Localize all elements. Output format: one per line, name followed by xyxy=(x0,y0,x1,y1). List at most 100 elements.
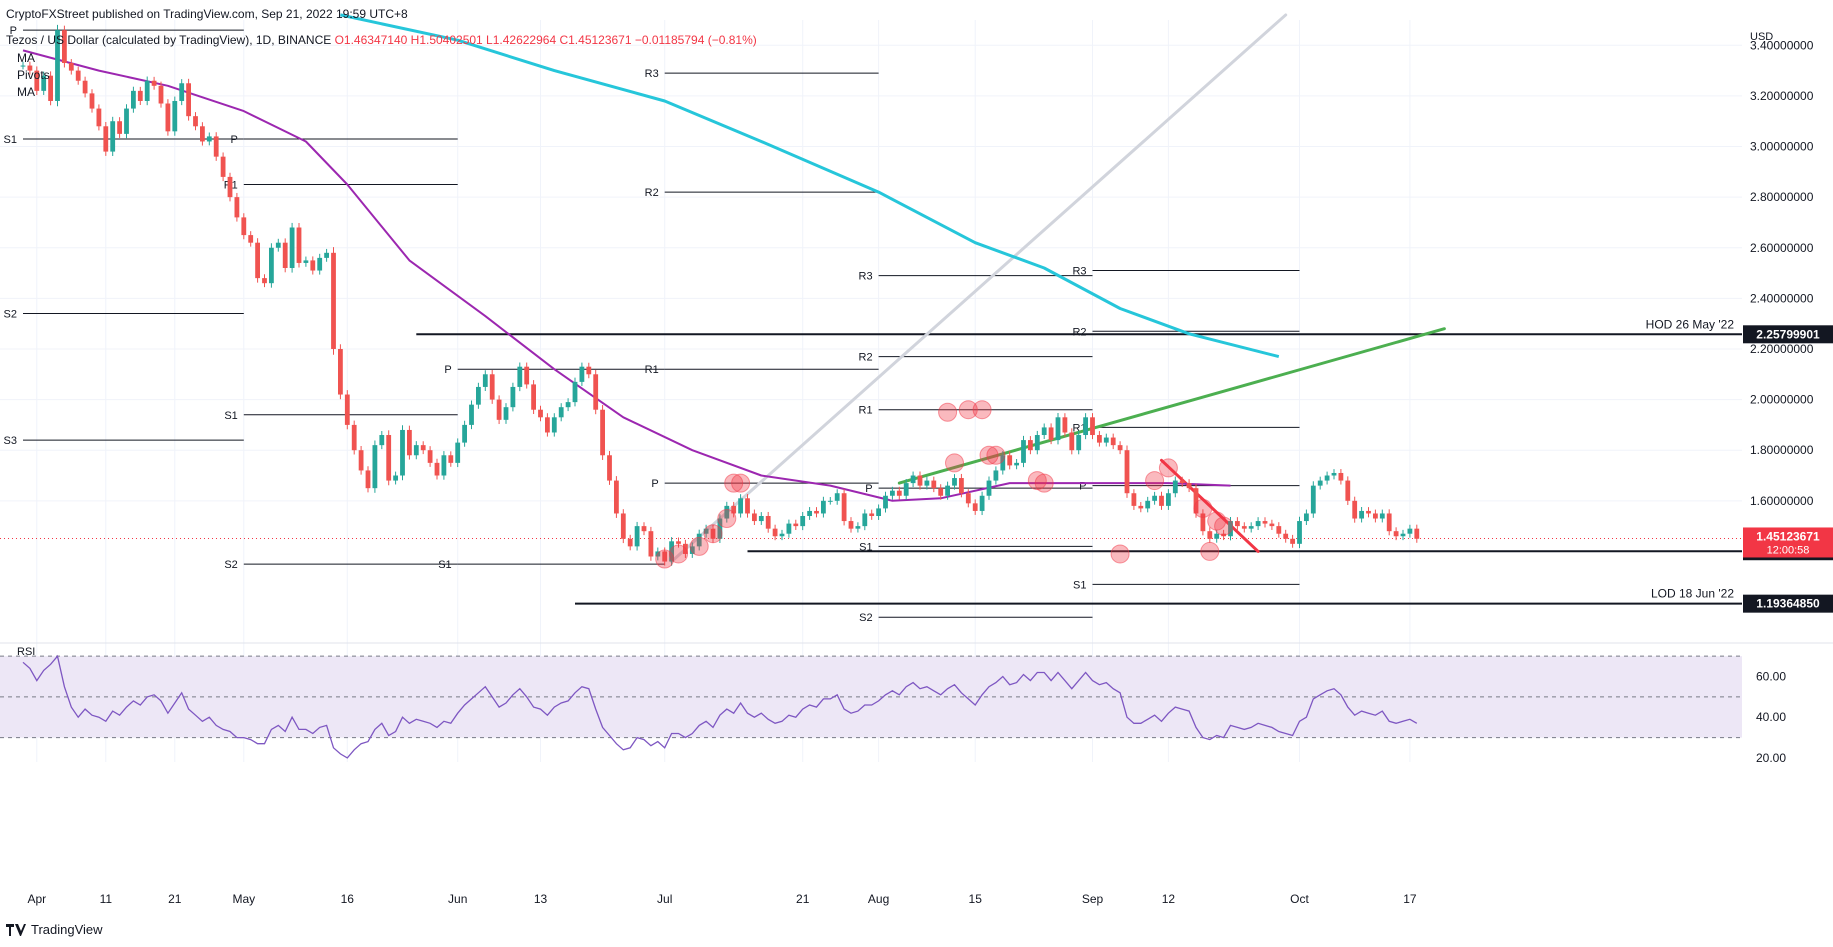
highlight-circle-8 xyxy=(945,453,964,473)
candle-body-71 xyxy=(510,386,516,408)
last-price-tag-value: 1.45123671 xyxy=(1756,529,1820,543)
candle-body-137 xyxy=(965,493,971,504)
candle-body-85 xyxy=(607,455,612,481)
candle-body-107 xyxy=(758,516,764,522)
candle-body-110 xyxy=(779,533,785,537)
rsi-line: RSI xyxy=(17,646,1418,759)
candle-body-153 xyxy=(1076,435,1082,451)
candle-body-169 xyxy=(1186,483,1192,489)
candle-body-22 xyxy=(172,100,178,132)
y-tick-3: 2.80000000 xyxy=(1750,190,1814,204)
candle-body-32 xyxy=(241,217,247,236)
candle-body-156 xyxy=(1097,435,1102,443)
indicator-label-ma-2[interactable]: MA xyxy=(17,85,35,99)
highlight-circle-12 xyxy=(986,445,1006,465)
candle-body-21 xyxy=(165,103,171,132)
last-price-tag-bg xyxy=(1743,527,1833,558)
candle-body-57 xyxy=(413,445,419,456)
rsi-y-tick-2: 20.00 xyxy=(1756,751,1786,765)
candle-body-114 xyxy=(807,510,812,516)
candle-body-175 xyxy=(1228,521,1233,537)
candle-body-47 xyxy=(344,394,350,425)
candle-body-87 xyxy=(620,513,626,539)
candle-body-160 xyxy=(1124,450,1130,494)
candle-body-34 xyxy=(255,242,260,279)
highlight-circle-17 xyxy=(1158,458,1178,478)
x-tick-7: Jul xyxy=(657,892,672,906)
candle-body-49 xyxy=(358,450,364,471)
indicator-label-ma[interactable]: MA xyxy=(17,51,35,65)
publisher-line: CryptoFXStreet published on TradingView.… xyxy=(6,7,408,21)
candle-body-80 xyxy=(572,381,578,403)
y-tick-9: 1.60000000 xyxy=(1750,494,1814,508)
candle-body-93 xyxy=(662,551,668,562)
candle-body-10 xyxy=(89,93,95,109)
candle-body-163 xyxy=(1145,500,1151,509)
pivot-label-0: P xyxy=(10,25,17,37)
candle-body-143 xyxy=(1007,455,1013,466)
rsi-label: RSI xyxy=(17,646,35,658)
candle-body-98 xyxy=(696,533,702,547)
pivot-label-20: R3 xyxy=(1072,266,1086,278)
symbol-name: Tezos / US Dollar (calculated by Trading… xyxy=(6,33,332,47)
pivot-label-10: R3 xyxy=(645,68,659,80)
highlight-circle-6 xyxy=(731,473,751,493)
candle-body-120 xyxy=(848,521,854,529)
candle-body-44 xyxy=(324,252,329,258)
rsi-y-tick-0: 60.00 xyxy=(1756,670,1786,684)
highlight-circle-9 xyxy=(958,400,978,420)
candle-body-122 xyxy=(862,513,868,527)
candle-body-106 xyxy=(752,513,757,522)
candle-body-155 xyxy=(1090,417,1095,436)
candle-body-28 xyxy=(213,136,219,157)
highlight-circle-2 xyxy=(689,536,709,556)
x-tick-12: 12 xyxy=(1162,892,1176,906)
y-tick-5: 2.40000000 xyxy=(1750,291,1814,305)
candle-body-157 xyxy=(1103,437,1109,443)
rsi-y-tick-1: 40.00 xyxy=(1756,710,1786,724)
candle-body-17 xyxy=(137,90,143,101)
candle-body-12 xyxy=(103,126,109,152)
pivot-label-7: S2 xyxy=(224,559,237,571)
candle-body-138 xyxy=(972,503,978,511)
candle-body-5 xyxy=(55,30,60,101)
candle-body-100 xyxy=(710,528,716,539)
candle-body-130 xyxy=(917,475,923,486)
trendline-0 xyxy=(670,13,1288,564)
candle-body-52 xyxy=(379,435,385,446)
pivot-label-24: S1 xyxy=(1073,579,1086,591)
candle-body-151 xyxy=(1062,417,1068,433)
candle-body-83 xyxy=(593,374,599,410)
candle-body-23 xyxy=(179,83,185,101)
candle-body-90 xyxy=(641,526,647,532)
candles xyxy=(20,24,1420,566)
candle-body-184 xyxy=(1290,538,1295,544)
candle-body-56 xyxy=(407,429,412,456)
indicator-label-pivots[interactable]: Pivots xyxy=(17,68,50,82)
candle-body-65 xyxy=(469,404,474,425)
candle-body-192 xyxy=(1345,480,1351,501)
ohlc-values: O1.46347140 H1.50402501 L1.42622964 C1.4… xyxy=(334,33,757,47)
candle-body-133 xyxy=(938,488,944,496)
candle-body-173 xyxy=(1214,533,1220,539)
candle-body-88 xyxy=(627,538,633,547)
candle-body-196 xyxy=(1373,513,1378,519)
candle-body-46 xyxy=(338,348,343,395)
highlight-circle-14 xyxy=(1034,473,1054,493)
candle-body-42 xyxy=(310,260,316,271)
candle-body-97 xyxy=(689,546,695,554)
highlight-circle-4 xyxy=(717,509,737,529)
highlight-circle-1 xyxy=(669,544,688,564)
candle-body-154 xyxy=(1083,417,1088,436)
level-tag-value-0: 2.25799901 xyxy=(1756,327,1820,341)
candle-body-146 xyxy=(1028,440,1033,451)
candle-body-25 xyxy=(193,116,198,127)
x-tick-9: Aug xyxy=(868,892,889,906)
trendline-2 xyxy=(1160,458,1260,553)
candle-body-20 xyxy=(158,85,164,104)
pivot-label-23: P xyxy=(1079,481,1086,493)
candle-body-124 xyxy=(876,508,881,516)
candle-body-13 xyxy=(110,121,116,152)
candle-body-170 xyxy=(1193,488,1199,514)
candle-body-127 xyxy=(896,490,902,496)
